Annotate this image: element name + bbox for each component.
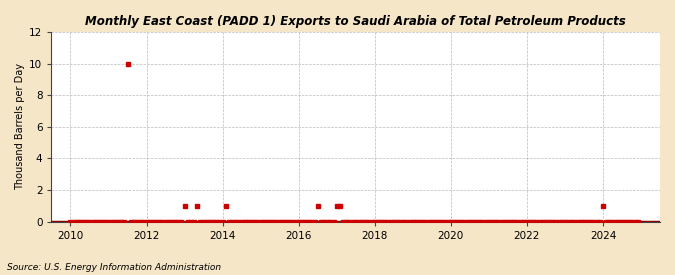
Title: Monthly East Coast (PADD 1) Exports to Saudi Arabia of Total Petroleum Products: Monthly East Coast (PADD 1) Exports to S…	[85, 15, 626, 28]
Text: Source: U.S. Energy Information Administration: Source: U.S. Energy Information Administ…	[7, 263, 221, 272]
Y-axis label: Thousand Barrels per Day: Thousand Barrels per Day	[15, 63, 25, 190]
